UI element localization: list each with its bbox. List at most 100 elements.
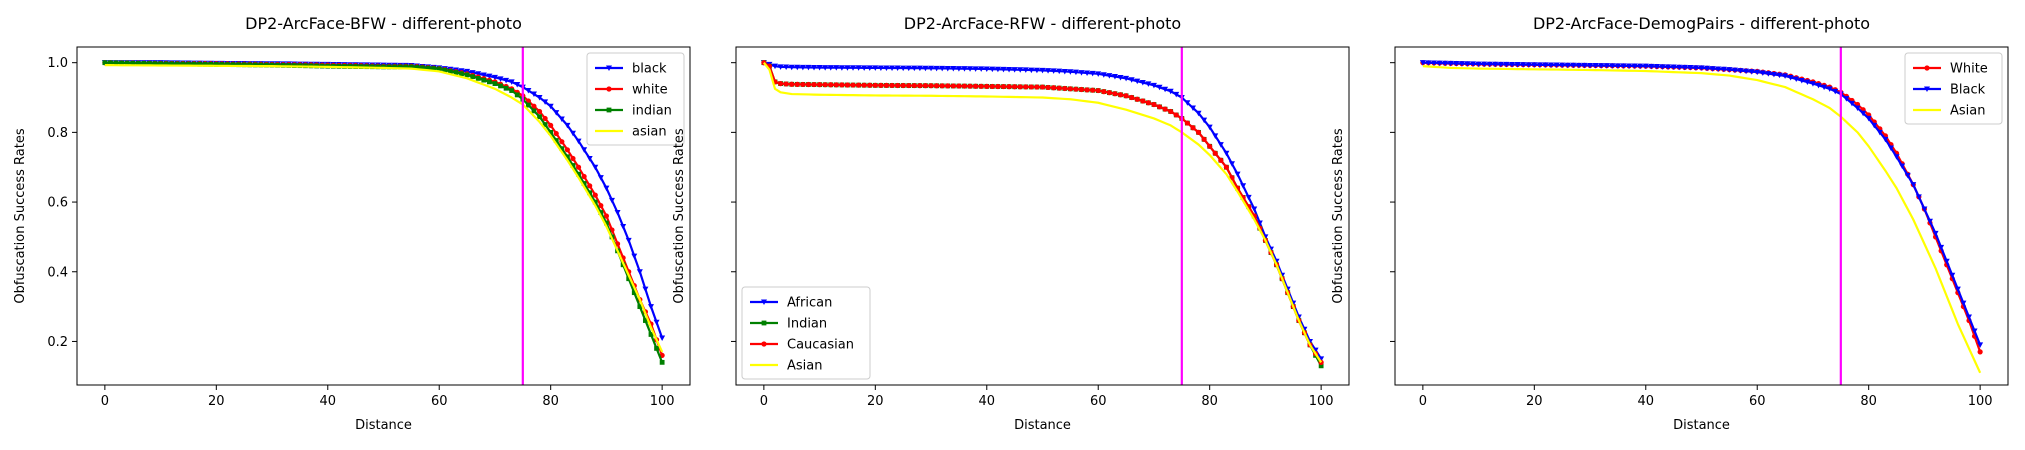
x-axis-label: Distance — [355, 418, 412, 433]
data-point-black — [547, 103, 554, 110]
data-point-african — [1228, 161, 1235, 167]
data-point-black — [1798, 78, 1805, 84]
data-point-indian — [141, 61, 147, 66]
data-point-caucasian — [1117, 92, 1124, 98]
data-point-black — [1425, 60, 1432, 66]
y-tick-label: 0.2 — [47, 335, 68, 350]
data-point-black — [1821, 84, 1828, 91]
data-point-caucasian — [1156, 104, 1163, 110]
data-point-black — [603, 185, 610, 192]
data-point-african — [894, 65, 901, 72]
data-point-black — [620, 223, 627, 230]
data-point-black — [569, 130, 576, 137]
y-axis-label: Obfuscation Success Rates — [1331, 128, 1346, 303]
data-point-african — [1173, 91, 1180, 98]
data-point-african — [877, 65, 884, 71]
data-point-black — [614, 210, 621, 216]
legend-label-white: White — [1950, 62, 1988, 77]
data-point-african — [1189, 105, 1196, 111]
data-point-indian — [174, 61, 180, 67]
data-point-black — [514, 81, 521, 88]
chart-panel-demogpairs: DP2-ArcFace-DemogPairs - different-photo… — [1331, 14, 2009, 433]
data-point-black — [642, 286, 649, 293]
y-tick-label: 1.0 — [47, 56, 68, 71]
data-point-caucasian — [816, 82, 823, 88]
data-point-caucasian — [989, 83, 995, 90]
plot-area — [760, 60, 1325, 369]
data-point-african — [1318, 356, 1325, 362]
data-point-african — [1067, 69, 1074, 75]
data-point-african — [883, 65, 890, 71]
data-point-black — [1737, 68, 1744, 74]
data-point-black — [1932, 230, 1939, 237]
data-point-indian — [447, 68, 453, 74]
data-point-indian — [604, 220, 609, 226]
data-point-white — [542, 115, 548, 122]
data-point-black — [1548, 62, 1555, 68]
data-point-black — [530, 91, 537, 98]
data-point-african — [1128, 77, 1135, 83]
x-tick-label: 20 — [208, 394, 225, 409]
data-point-black — [1743, 68, 1750, 75]
data-point-african — [900, 65, 907, 72]
data-point-caucasian — [1084, 87, 1090, 93]
data-point-african — [1000, 66, 1007, 73]
data-point-indian — [553, 138, 559, 143]
legend-marker-white — [606, 86, 612, 92]
legend-label-asian: Asian — [1950, 104, 1985, 119]
x-tick-label: 0 — [101, 394, 109, 409]
data-point-black — [1670, 64, 1677, 71]
data-point-black — [1910, 182, 1917, 188]
data-point-black — [558, 116, 565, 123]
data-point-caucasian — [1078, 86, 1085, 93]
data-point-african — [1045, 68, 1052, 74]
data-point-black — [1770, 71, 1777, 78]
data-point-caucasian — [1223, 164, 1229, 170]
data-point-caucasian — [1162, 106, 1168, 112]
data-point-black — [1631, 63, 1638, 70]
data-point-black — [508, 79, 515, 85]
data-point-indian — [648, 332, 654, 337]
data-point-black — [1709, 66, 1716, 72]
plot-frame — [76, 46, 691, 386]
plot-area — [1419, 60, 1984, 374]
data-point-african — [1084, 70, 1091, 76]
data-point-black — [647, 304, 654, 310]
data-point-african — [1245, 194, 1252, 201]
legend-marker-caucasian — [761, 341, 767, 347]
data-point-indian — [475, 75, 481, 81]
data-point-black — [1871, 122, 1878, 129]
data-point-black — [525, 88, 532, 94]
data-point-black — [659, 335, 666, 341]
data-point-black — [1954, 286, 1961, 293]
data-point-indian — [147, 61, 152, 66]
data-point-caucasian — [1090, 87, 1096, 93]
data-point-african — [1006, 67, 1013, 73]
data-point-african — [1061, 68, 1068, 75]
data-point-caucasian — [1028, 84, 1034, 90]
data-point-african — [1078, 70, 1085, 76]
data-point-caucasian — [789, 81, 795, 87]
data-point-african — [1162, 86, 1169, 93]
data-point-african — [961, 66, 968, 72]
y-tick-label: 0.6 — [47, 196, 68, 211]
data-point-indian — [598, 210, 604, 215]
data-point-black — [1854, 105, 1861, 111]
data-point-caucasian — [1073, 86, 1079, 92]
data-point-caucasian — [800, 81, 806, 88]
data-point-black — [1653, 64, 1660, 70]
data-point-black — [1648, 63, 1655, 70]
data-point-indian — [565, 154, 570, 160]
x-axis-label: Distance — [1673, 418, 1730, 433]
data-point-african — [916, 65, 923, 72]
data-point-black — [1893, 154, 1900, 160]
data-point-indian — [503, 85, 509, 91]
data-point-african — [1134, 78, 1141, 85]
data-point-indian — [208, 61, 214, 67]
data-point-indian — [191, 61, 197, 67]
data-point-african — [1201, 117, 1208, 124]
data-point-caucasian — [911, 82, 917, 89]
x-tick-label: 0 — [1419, 394, 1427, 409]
data-point-african — [1167, 88, 1174, 95]
